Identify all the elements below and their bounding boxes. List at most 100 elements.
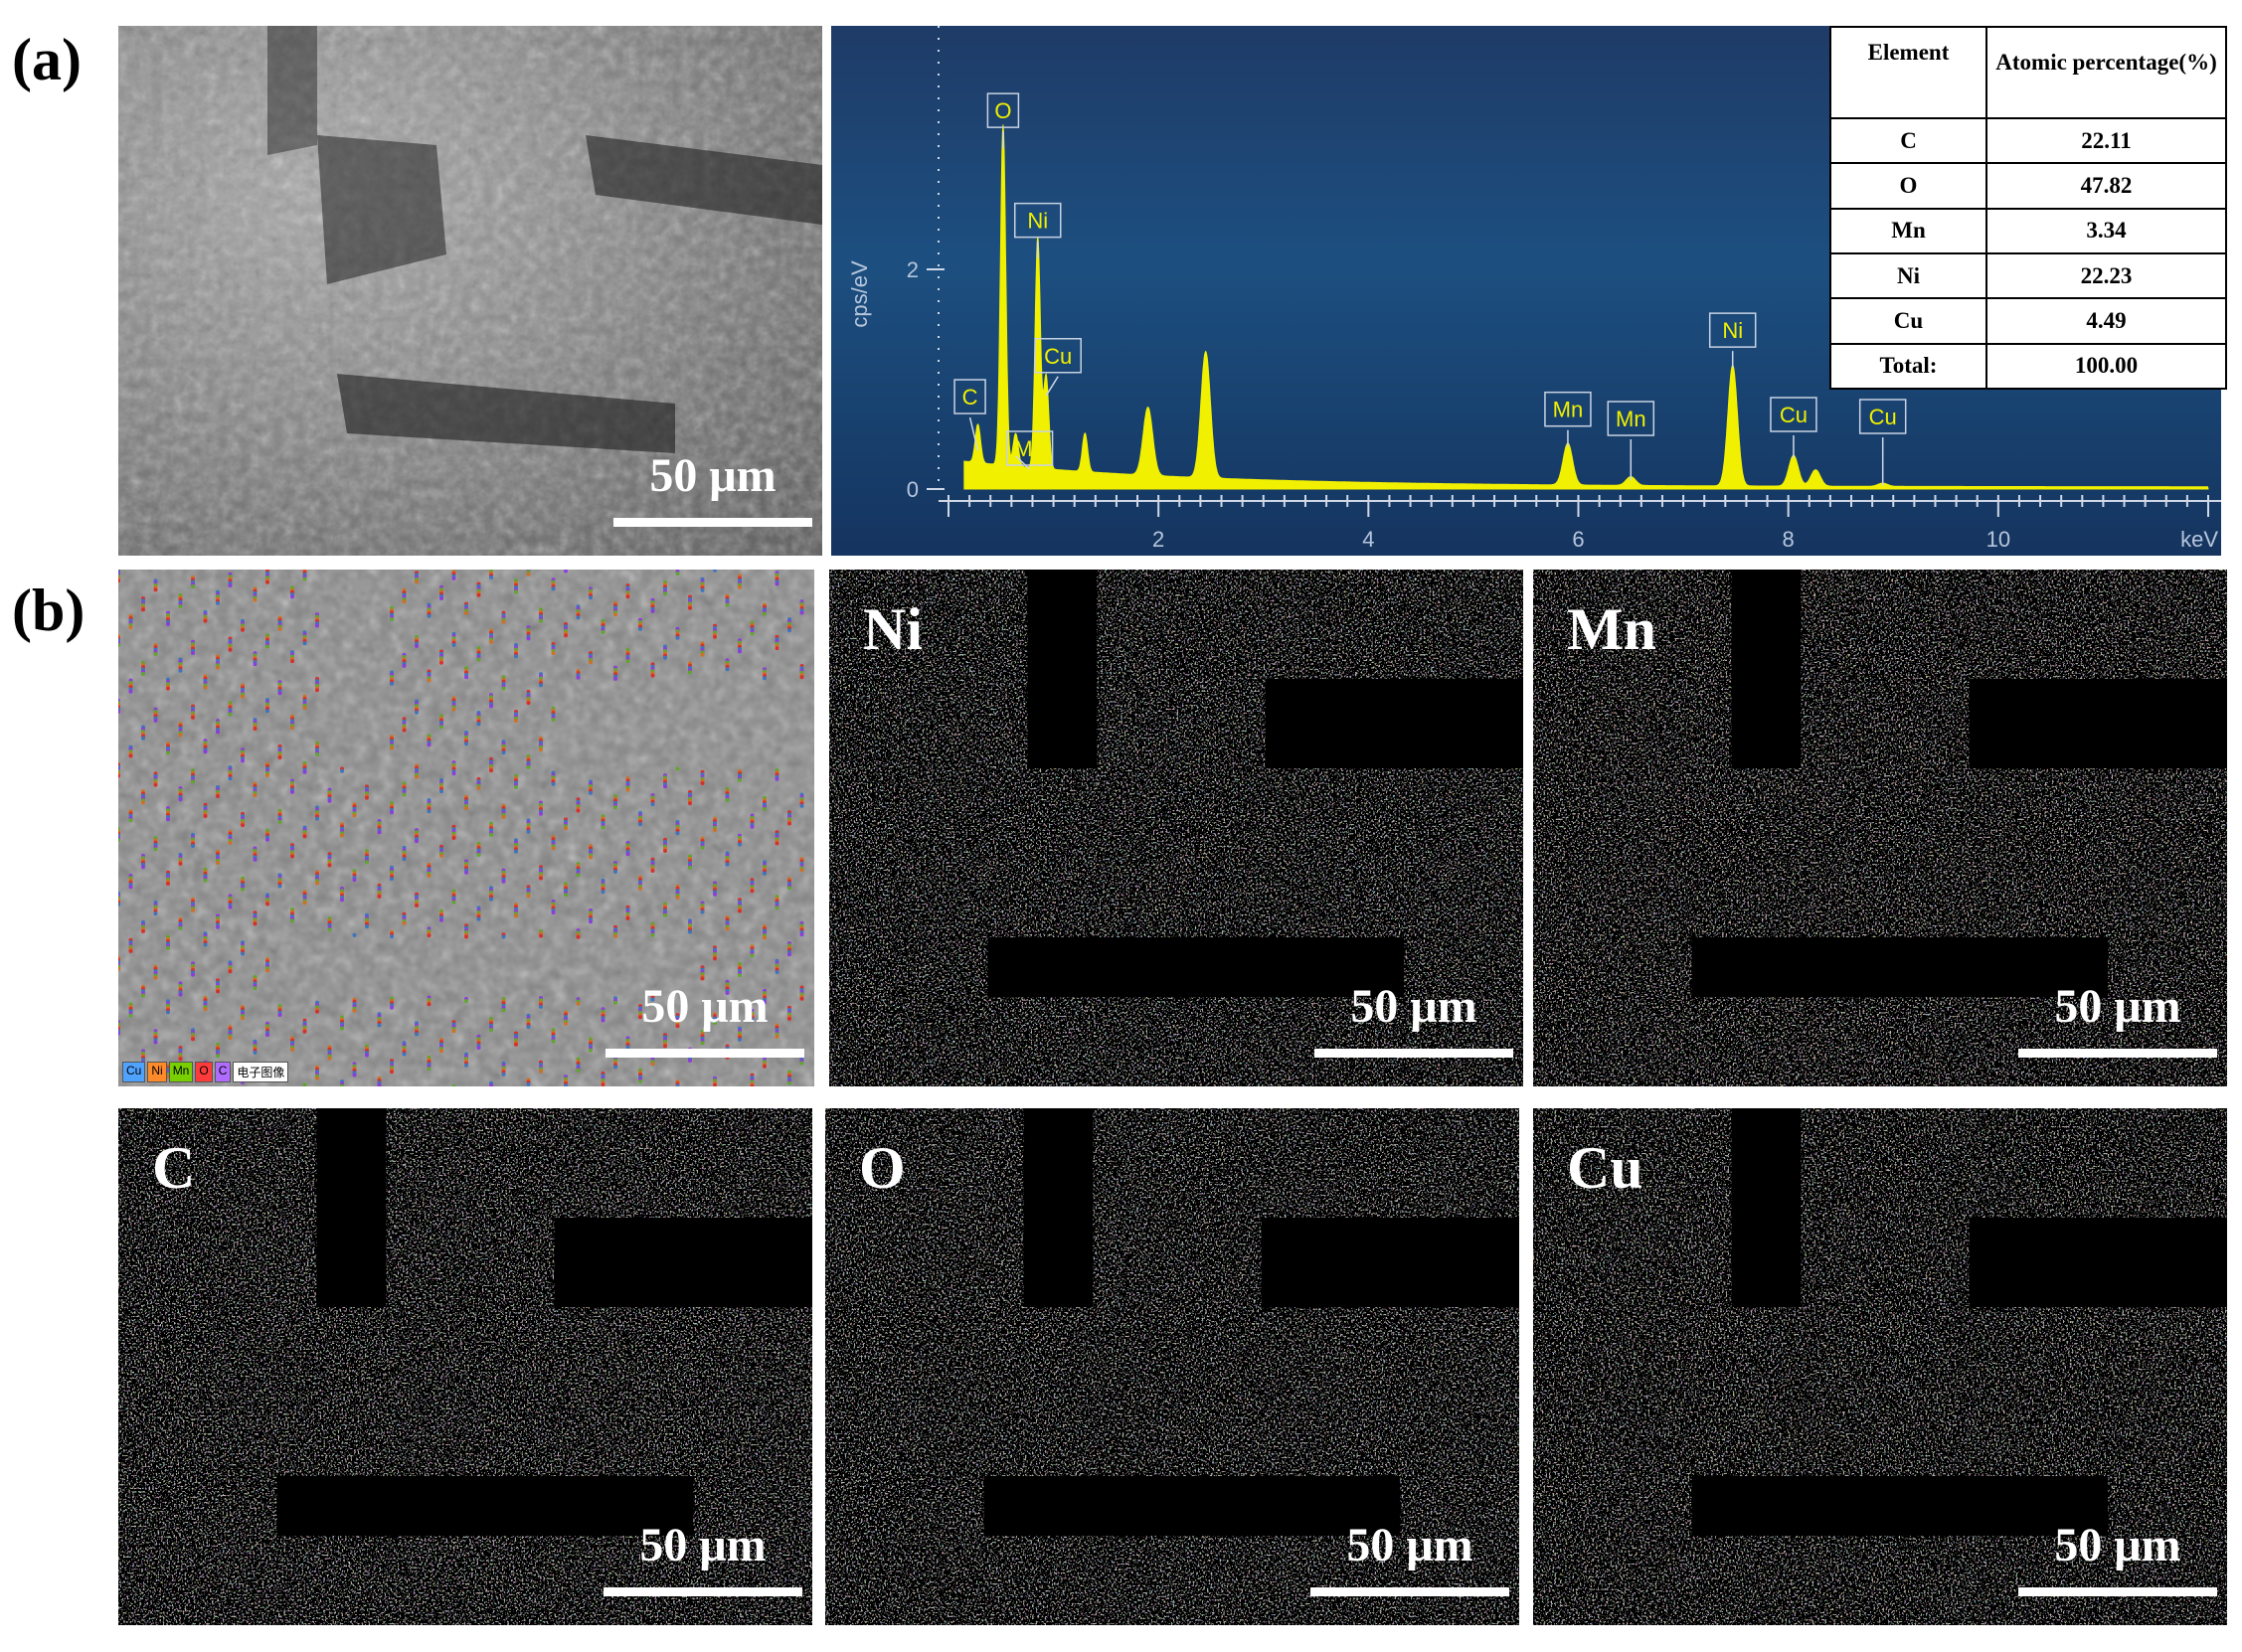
peak-label-box <box>1858 399 1907 434</box>
scale-bar-line <box>605 1049 804 1058</box>
peak-label-box <box>953 379 986 414</box>
table-cell-element: O <box>1829 162 1987 210</box>
peak-label: Cu <box>1869 405 1897 429</box>
table-header-element: Element <box>1829 26 1987 119</box>
ni-map: Ni 50 μm <box>829 570 1523 1086</box>
table-cell-percentage: 3.34 <box>1985 207 2227 254</box>
legend-item: Cu <box>122 1062 146 1082</box>
peak-label-box <box>1708 312 1757 348</box>
peak-leader <box>968 416 979 451</box>
x-axis-label: keV <box>2180 527 2218 552</box>
scale-bar-ni-map: 50 μm <box>1304 977 1523 1086</box>
scale-bar-sem-map: 50 μm <box>596 977 814 1086</box>
table-row: Mn 3.34 <box>1829 207 2227 254</box>
legend-item: C <box>214 1062 232 1082</box>
legend-item: Mn <box>168 1062 194 1082</box>
x-tick-label: 2 <box>1152 527 1164 552</box>
cu-map-texture <box>1533 1108 2227 1625</box>
y-axis-label: cps/eV <box>847 260 872 328</box>
scale-bar-line <box>1314 1049 1513 1058</box>
y-tick-label: 0 <box>907 477 919 502</box>
scale-bar-label: 50 μm <box>2054 1519 2181 1571</box>
table-cell-percentage: 22.23 <box>1985 251 2227 300</box>
peak-label-box <box>1607 401 1655 436</box>
peak-label: Cu <box>1044 344 1072 369</box>
o-map-texture <box>825 1108 1519 1625</box>
map-label-c: C <box>152 1135 196 1201</box>
x-tick-label: 10 <box>1986 527 2010 552</box>
peak-label-box <box>1770 397 1817 432</box>
o-map: O 50 μm <box>825 1108 1519 1625</box>
legend-item: O <box>195 1062 213 1082</box>
peak-label: Cu <box>1780 403 1808 427</box>
panel-label-b: (b) <box>12 578 86 643</box>
peak-label: Mn <box>1616 407 1646 431</box>
peak-label: C <box>962 385 978 410</box>
table-cell-percentage: 22.11 <box>1985 116 2227 165</box>
table-row: O 47.82 <box>1829 162 2227 210</box>
peak-label: Ni <box>1027 209 1048 234</box>
scale-bar-line <box>1310 1587 1509 1596</box>
scale-bar-cu-map: 50 μm <box>2008 1516 2227 1625</box>
scale-bar-mn-map: 50 μm <box>2008 977 2227 1086</box>
table-cell-element: C <box>1829 116 1987 165</box>
y-tick-label: 2 <box>907 257 919 282</box>
scale-bar-label: 50 μm <box>639 1519 767 1571</box>
sem-image: 50 μm <box>118 26 822 556</box>
scale-bar-label: 50 μm <box>2054 980 2181 1033</box>
peak-label-box <box>1034 338 1082 374</box>
mn-map: Mn 50 μm <box>1533 570 2227 1086</box>
scale-bar-label: 50 μm <box>649 449 776 502</box>
scale-bar-c-map: 50 μm <box>594 1516 812 1625</box>
mn-map-texture <box>1533 570 2227 1086</box>
peak-label: O <box>994 98 1011 123</box>
legend-item: 电子图像 <box>233 1062 289 1082</box>
scale-bar-label: 50 μm <box>641 980 769 1033</box>
composition-table: Element Atomic percentage(%) C 22.11 O 47.8… <box>1829 26 2227 391</box>
scale-bar-line <box>613 518 812 527</box>
sem-map-texture <box>118 570 814 1086</box>
scale-bar-sem: 50 μm <box>604 446 822 556</box>
map-legend: Cu Ni Mn O C 电子图像 <box>122 1062 289 1082</box>
legend-item: Ni <box>147 1062 167 1082</box>
peak-label: Mn <box>1553 398 1584 422</box>
scale-bar-line <box>604 1587 802 1596</box>
table-row: C 22.11 <box>1829 116 2227 165</box>
x-tick-label: 8 <box>1783 527 1795 552</box>
scale-bar-label: 50 μm <box>1346 1519 1473 1571</box>
table-body: C 22.11 O 47.82 Mn 3.34 Ni 22.23 Cu 4.49 Total: 100… <box>1829 116 2227 391</box>
map-label-cu: Cu <box>1567 1135 1643 1201</box>
table-header-atomic: Atomic percentage(%) <box>1985 26 2227 119</box>
map-label-o: O <box>859 1135 906 1201</box>
scale-bar-line <box>2018 1587 2217 1596</box>
c-map-texture <box>118 1108 812 1625</box>
scale-bar-label: 50 μm <box>1350 980 1477 1033</box>
table-cell-element: Ni <box>1829 251 1987 300</box>
peak-label-box <box>1005 430 1054 466</box>
table-cell-element: Mn <box>1829 207 1987 254</box>
scale-bar-line <box>2018 1049 2217 1058</box>
map-label-ni: Ni <box>863 596 923 662</box>
peak-label-box <box>986 92 1020 128</box>
table-cell-element: Cu <box>1829 297 1987 345</box>
table-cell-percentage: 100.00 <box>1985 342 2227 391</box>
c-map: C 50 μm <box>118 1108 812 1625</box>
x-tick-label: 6 <box>1572 527 1584 552</box>
sem-map: 50 μm Cu Ni Mn O C 电子图像 <box>118 570 814 1086</box>
table-cell-percentage: 4.49 <box>1985 297 2227 345</box>
peak-label: Mn <box>1014 436 1045 461</box>
table-row: Ni 22.23 <box>1829 251 2227 300</box>
sem-texture <box>118 26 822 556</box>
peak-label-box <box>1544 391 1592 427</box>
table-row: Total: 100.00 <box>1829 342 2227 391</box>
peak-label: Ni <box>1722 318 1743 343</box>
map-label-mn: Mn <box>1567 596 1656 662</box>
peak-leader <box>1045 376 1059 397</box>
panel-label-a: (a) <box>12 27 82 92</box>
scale-bar-o-map: 50 μm <box>1300 1516 1519 1625</box>
table-cell-element: Total: <box>1829 342 1987 391</box>
table-row: Cu 4.49 <box>1829 297 2227 345</box>
ni-map-texture <box>829 570 1523 1086</box>
table-cell-percentage: 47.82 <box>1985 162 2227 210</box>
